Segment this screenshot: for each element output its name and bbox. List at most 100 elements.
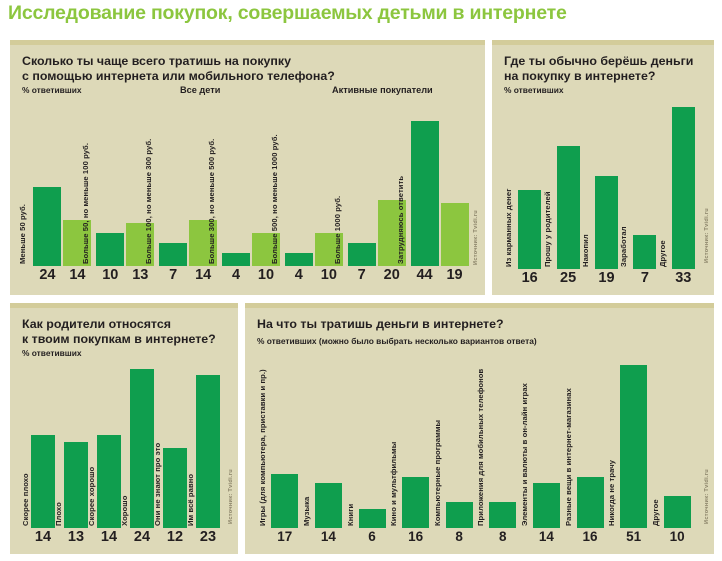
panel3-subtitle: % ответивших [22, 348, 82, 358]
category-label: Они не знают про это [153, 442, 162, 526]
category-label: Музыка [301, 496, 311, 526]
category-label: Меньше 50 руб. [18, 204, 28, 264]
category-label: Разные вещи в интернет-магазинах [563, 388, 573, 526]
category-label: Хорошо [120, 495, 129, 526]
bar [576, 476, 604, 528]
value-label: 8 [499, 529, 507, 544]
category-label: Плохо [54, 502, 63, 526]
value-label: 19 [598, 270, 615, 286]
bar [252, 233, 280, 266]
panel4-source: Источник: Tvidi.ru [704, 469, 710, 524]
bar [314, 483, 342, 528]
category-label: Другое [657, 240, 667, 267]
chart-panel-parents-attitude: Как родители относятся к твоим покупкам … [10, 303, 238, 554]
panel2-question: Где ты обычно берёшь деньги на покупку в… [504, 54, 694, 83]
bar [163, 448, 187, 528]
panel4-subtitle: % ответивших (можно было выбрать несколь… [257, 336, 537, 346]
value-label: 20 [383, 267, 400, 283]
panel2-value-labels: 16 25 19 7 33 [504, 270, 696, 292]
bar [440, 203, 469, 266]
bar [284, 252, 313, 266]
bar [222, 252, 250, 266]
bar [671, 106, 695, 269]
value-label: 14 [69, 267, 86, 283]
bar [63, 219, 92, 266]
bar [97, 435, 121, 528]
value-label: 14 [538, 529, 554, 544]
bar [314, 233, 343, 266]
bar [556, 146, 580, 269]
bar [33, 186, 62, 266]
legend-active-buyers: Активные покупатели [332, 85, 433, 95]
category-label: Приложения для мобильных телефонов [476, 368, 486, 526]
category-label: Игры (для компьютера, приставки и пр.) [258, 369, 268, 526]
value-label: 25 [560, 270, 577, 286]
legend-all-children: Все дети [180, 85, 221, 95]
chart-panel-spending-categories: На что ты тратишь деньги в интернете? % … [245, 303, 714, 554]
bar [31, 435, 55, 528]
panel1-source: Источник: Tvidi.ru [473, 210, 479, 265]
category-label: Больше 500, но меньше 1000 руб. [269, 134, 279, 264]
bar [402, 476, 430, 528]
value-label: 4 [231, 267, 241, 283]
value-label: 13 [67, 529, 85, 545]
category-label: Книги [345, 503, 355, 526]
value-label: 10 [102, 267, 119, 283]
bar [532, 483, 560, 528]
panel2-subtitle: % ответивших [504, 85, 564, 95]
bar [358, 508, 386, 528]
panel3-question: Как родители относятся к твоим покупкам … [22, 317, 216, 346]
value-label: 19 [446, 267, 463, 283]
value-label: 24 [133, 529, 151, 545]
panel1-question: Сколько ты чаще всего тратишь на покупку… [22, 54, 335, 83]
panel2-source: Источник: Tvidi.ru [704, 208, 710, 263]
bar [196, 375, 220, 528]
value-label: 16 [582, 529, 598, 544]
panel3-value-labels: 14 13 14 24 12 23 [22, 529, 220, 551]
category-label: Элементы и валюты в он-лайн играх [519, 383, 529, 526]
value-label: 33 [675, 270, 692, 286]
value-label: 12 [166, 529, 184, 545]
bar [620, 364, 648, 528]
bar [96, 233, 125, 266]
bar [663, 496, 691, 528]
category-label: Затрудняюсь ответить [395, 175, 405, 264]
value-label: 14 [320, 529, 336, 544]
panel3-plot: Скорее плохо Плохо Скорее хорошо Хорошо Они … [21, 362, 220, 528]
panel4-question: На что ты тратишь деньги в интернете? [257, 317, 504, 331]
panel1-plot: Меньше 50 руб. Больше 50, но меньше 100 р… [18, 101, 469, 266]
value-label: 8 [455, 529, 463, 544]
panel4-plot: Игры (для компьютера, приставки и пр.) Му… [257, 352, 693, 528]
value-label: 14 [100, 529, 118, 545]
value-label: 24 [39, 267, 56, 283]
category-label: Другое [650, 499, 660, 526]
category-label: Накопил [581, 234, 590, 267]
category-label: Больше 1000 руб. [332, 195, 342, 264]
category-label: Им всё равно [186, 473, 195, 526]
category-label: Скорее плохо [21, 473, 30, 526]
panel3-source: Источник: Tvidi.ru [228, 469, 234, 524]
bar [126, 223, 155, 266]
value-label: 14 [34, 529, 52, 545]
bar [518, 190, 542, 269]
value-label: 23 [199, 529, 217, 545]
category-label: Никогда не трачу [607, 459, 617, 526]
bar [410, 120, 439, 266]
bar [271, 473, 299, 528]
bar [347, 242, 376, 266]
page-title: Исследование покупок, совершаемых детьми… [8, 2, 567, 24]
bar [489, 502, 517, 528]
bar [595, 175, 618, 269]
value-label: 10 [320, 267, 337, 283]
value-label: 7 [169, 267, 178, 283]
value-label: 7 [640, 270, 649, 286]
value-label: 16 [521, 270, 538, 286]
value-label: 13 [132, 267, 149, 283]
value-label: 17 [277, 529, 293, 544]
bar [377, 200, 406, 266]
panel4-value-labels: 17 14 6 16 8 8 14 16 51 10 [257, 529, 693, 551]
value-label: 10 [257, 267, 275, 283]
panel1-subtitle: % ответивших [22, 85, 82, 95]
bar [159, 242, 188, 266]
bar [445, 502, 473, 528]
